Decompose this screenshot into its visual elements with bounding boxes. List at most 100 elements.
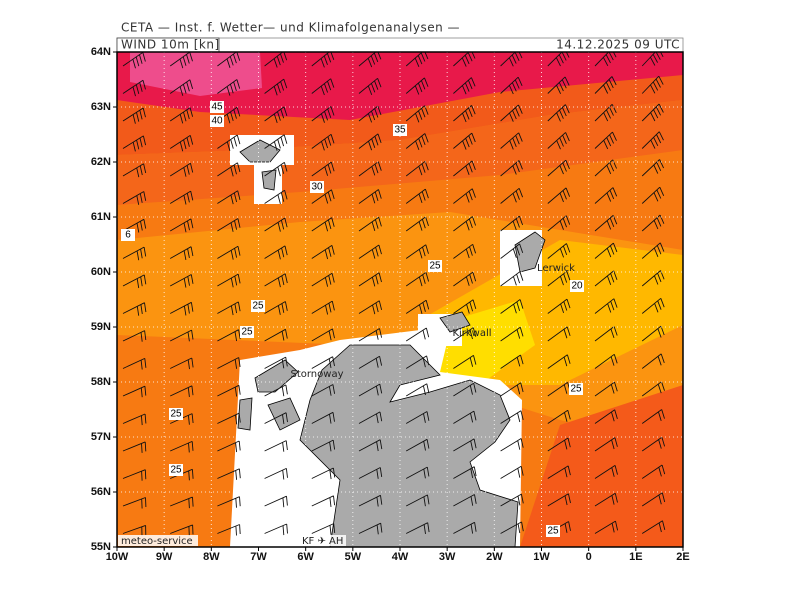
wind-barb xyxy=(500,104,523,122)
wind-barb xyxy=(358,383,383,397)
wind-barb xyxy=(405,299,430,315)
wind-barb xyxy=(500,187,524,204)
lat-label: 63N xyxy=(91,101,111,113)
wind-barb xyxy=(217,79,241,96)
wind-barb xyxy=(170,524,194,536)
contour-label: 25 xyxy=(170,465,182,476)
wind-barb xyxy=(311,439,336,452)
wind-barb xyxy=(405,272,430,287)
wind-barb xyxy=(405,466,430,479)
wind-barb xyxy=(405,216,429,232)
wind-barb xyxy=(405,52,429,67)
wind-barb xyxy=(217,52,241,68)
field-band xyxy=(520,385,683,547)
wind-barb xyxy=(594,326,618,342)
lat-label: 56N xyxy=(91,486,111,498)
wind-barb xyxy=(547,354,571,369)
wind-barb xyxy=(500,132,523,150)
wind-barb xyxy=(170,496,194,509)
wind-barb xyxy=(358,52,382,68)
wind-barb xyxy=(453,466,477,479)
wind-barb xyxy=(122,107,146,124)
wind-barb xyxy=(312,551,335,562)
wind-barb xyxy=(311,300,335,315)
wind-barb xyxy=(689,520,712,533)
contour-label-bg xyxy=(210,101,224,113)
contour-label: 25 xyxy=(252,301,264,312)
wind-barb xyxy=(122,497,147,509)
wind-barb xyxy=(170,385,194,397)
wind-barb xyxy=(689,76,710,94)
lon-label: 6W xyxy=(297,551,314,563)
wind-barb xyxy=(689,298,711,314)
wind-barb xyxy=(689,548,711,561)
wind-barb xyxy=(594,492,618,507)
wind-barb xyxy=(264,440,288,452)
wind-barb xyxy=(641,103,664,122)
wind-barb xyxy=(217,273,241,288)
wind-barb xyxy=(217,552,240,563)
lon-label: 5W xyxy=(345,551,362,563)
wind-barb xyxy=(689,381,711,396)
wind-barb xyxy=(264,301,288,315)
wind-barb xyxy=(311,495,336,507)
wind-barb xyxy=(594,76,617,94)
institute: CETA — Inst. f. Wetter— und Klimafolgena… xyxy=(121,21,460,35)
wind-barb xyxy=(594,520,619,534)
wind-barb xyxy=(358,105,382,123)
wind-barb xyxy=(264,162,288,177)
wind-barb xyxy=(311,245,335,260)
contour-label-bg xyxy=(240,326,254,338)
wind-barb xyxy=(264,217,288,232)
wind-barb xyxy=(453,299,477,314)
wind-barb xyxy=(595,549,618,561)
contour-label-bg xyxy=(570,280,584,292)
wind-barb xyxy=(169,135,194,152)
wind-barb xyxy=(500,326,524,342)
wind-barb xyxy=(641,75,664,94)
wind-barb xyxy=(217,357,241,369)
wind-barb xyxy=(311,467,336,480)
wind-barb xyxy=(311,217,335,232)
wind-barb xyxy=(311,161,335,177)
wind-barb xyxy=(641,520,666,534)
wind-barb xyxy=(594,159,618,177)
wind-barb xyxy=(311,356,335,369)
wind-barb xyxy=(311,523,336,535)
wind-barb xyxy=(311,272,335,287)
wind-barb xyxy=(547,465,571,479)
wind-barb xyxy=(500,215,524,232)
contour-label-bg xyxy=(121,229,135,241)
wind-barb xyxy=(689,131,710,148)
wind-barb xyxy=(311,133,335,151)
place-name: Lerwick xyxy=(537,263,575,274)
wind-barb xyxy=(359,551,382,562)
wind-barb xyxy=(453,105,476,123)
contour-label: 20 xyxy=(571,281,583,292)
wind-barb xyxy=(122,52,146,69)
contour-label: 40 xyxy=(211,116,223,127)
wind-barb xyxy=(547,104,570,122)
wind-barb xyxy=(170,440,194,453)
wind-barb xyxy=(689,104,710,121)
wind-barb xyxy=(405,105,429,123)
wind-barb xyxy=(169,301,194,316)
wind-barb xyxy=(358,161,382,177)
island xyxy=(239,139,281,163)
wind-barb xyxy=(122,135,147,152)
wind-barb xyxy=(594,103,617,122)
wind-barb xyxy=(547,270,571,287)
wind-barb xyxy=(641,436,666,452)
wind-barb xyxy=(500,410,524,424)
lon-label: 0 xyxy=(586,551,592,563)
wind-barb xyxy=(641,409,665,424)
wind-barb xyxy=(500,438,524,452)
contour-label: 45 xyxy=(211,102,223,113)
place-name: Stornoway xyxy=(290,369,343,380)
footer-bg xyxy=(300,535,346,546)
wind-barb xyxy=(122,274,147,289)
wind-barb xyxy=(641,325,665,342)
wind-barb xyxy=(405,411,430,424)
wind-barb xyxy=(217,496,241,508)
